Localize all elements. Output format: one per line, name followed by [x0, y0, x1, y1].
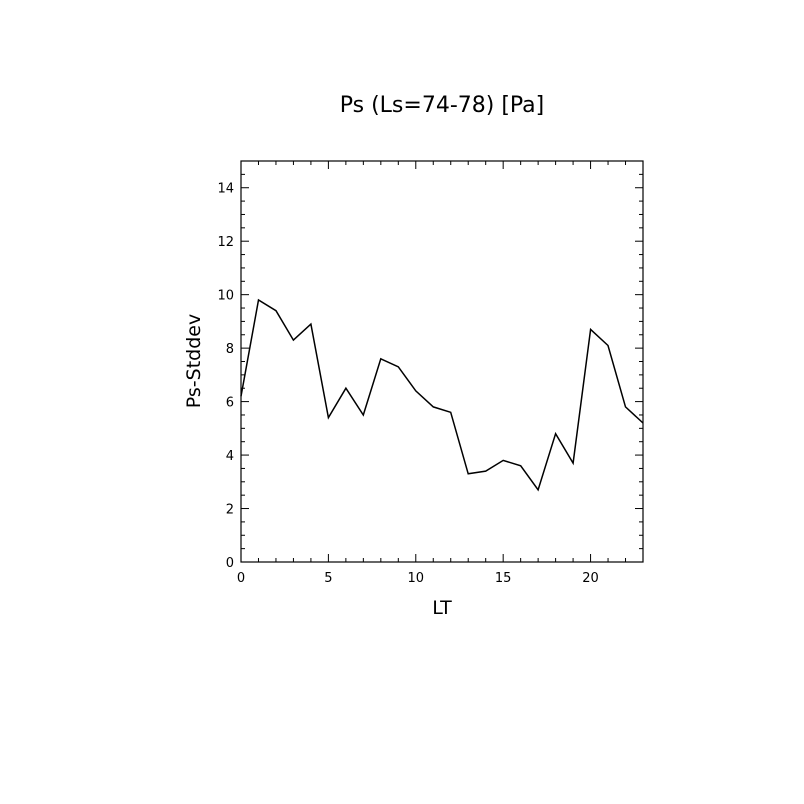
- tick-labels: 0 5 10 15 20 0 2 4 6 8 10 12 14: [217, 182, 598, 586]
- y-tick-label: 10: [217, 289, 234, 304]
- x-tick-label: 0: [237, 571, 245, 586]
- x-tick-label: 15: [495, 571, 512, 586]
- y-tick-label: 0: [226, 556, 234, 571]
- x-axis-label: LT: [432, 597, 452, 619]
- y-tick-label: 2: [226, 503, 234, 518]
- series-line: [240, 298, 644, 492]
- axis-ticks: [240, 160, 644, 563]
- x-tick-label: 10: [408, 571, 425, 586]
- plot-frame: [240, 160, 644, 563]
- chart-title: Ps (Ls=74-78) [Pa]: [340, 93, 545, 118]
- y-tick-label: 6: [226, 396, 234, 411]
- y-axis-label: Ps-Stddev: [183, 314, 205, 408]
- y-tick-label: 4: [226, 449, 234, 464]
- y-tick-label: 14: [217, 182, 234, 197]
- x-tick-label: 20: [582, 571, 599, 586]
- y-tick-label: 12: [217, 235, 234, 250]
- y-tick-label: 8: [226, 342, 234, 357]
- x-tick-label: 5: [324, 571, 332, 586]
